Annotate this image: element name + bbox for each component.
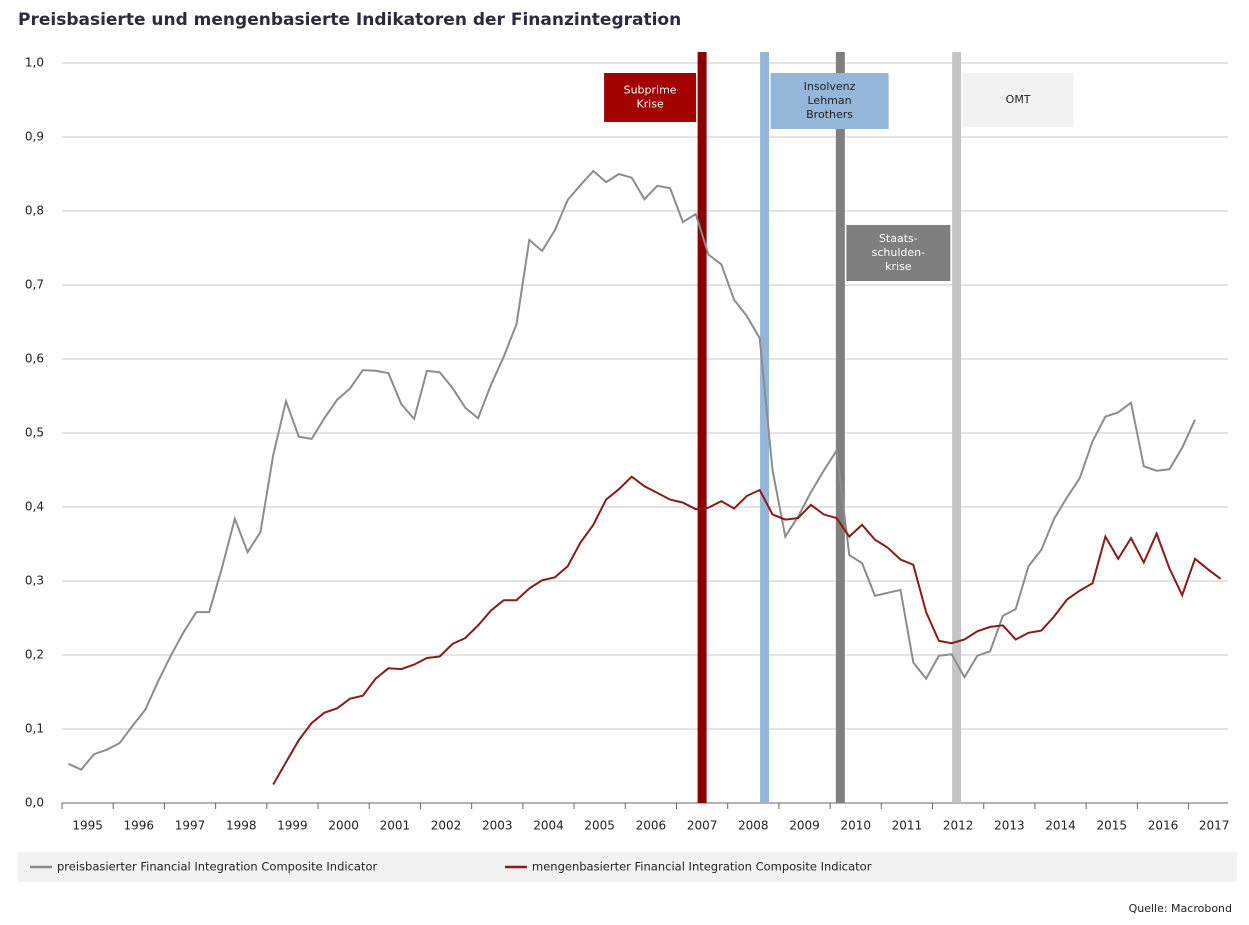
x-tick-label: 2013 bbox=[994, 819, 1025, 833]
x-tick-label: 2005 bbox=[584, 819, 615, 833]
event-label: Krise bbox=[636, 98, 664, 111]
event-label: schulden- bbox=[872, 246, 926, 259]
x-tick-label: 2012 bbox=[943, 819, 974, 833]
event-label: Staats- bbox=[879, 232, 918, 245]
event-label: Lehman bbox=[808, 94, 852, 107]
y-tick-label: 0,3 bbox=[25, 574, 44, 588]
x-tick-label: 2011 bbox=[892, 819, 923, 833]
x-tick-label: 2016 bbox=[1148, 819, 1179, 833]
x-tick-label: 1997 bbox=[175, 819, 206, 833]
y-tick-label: 1,0 bbox=[25, 56, 44, 70]
x-tick-label: 2001 bbox=[380, 819, 411, 833]
x-tick-label: 1996 bbox=[124, 819, 155, 833]
event-box bbox=[770, 73, 889, 129]
y-tick-label: 0,0 bbox=[25, 796, 44, 810]
chart-title: Preisbasierte und mengenbasierte Indikat… bbox=[18, 10, 681, 30]
event-label: Subprime bbox=[624, 84, 677, 97]
event-label: krise bbox=[885, 260, 912, 273]
series-line bbox=[272, 475, 1222, 785]
y-tick-label: 0,4 bbox=[25, 500, 44, 514]
event-label: Brothers bbox=[806, 108, 853, 121]
y-tick-label: 0,7 bbox=[25, 278, 44, 292]
event-box bbox=[604, 73, 697, 122]
series-line bbox=[67, 169, 1196, 771]
y-tick-label: 0,9 bbox=[25, 130, 44, 144]
x-tick-label: 2003 bbox=[482, 819, 513, 833]
x-tick-label: 1998 bbox=[226, 819, 257, 833]
event-label: Insolvenz bbox=[804, 80, 856, 93]
source: Quelle: Macrobond bbox=[1129, 902, 1232, 915]
x-tick-label: 2017 bbox=[1199, 819, 1230, 833]
x-tick-label: 2000 bbox=[328, 819, 359, 833]
legend-label: preisbasierter Financial Integration Com… bbox=[57, 860, 377, 874]
x-tick-label: 2010 bbox=[840, 819, 871, 833]
x-tick-label: 2007 bbox=[687, 819, 718, 833]
y-tick-label: 0,8 bbox=[25, 204, 44, 218]
x-tick-label: 1999 bbox=[277, 819, 308, 833]
x-tick-label: 2008 bbox=[738, 819, 769, 833]
x-tick-label: 2002 bbox=[431, 819, 462, 833]
x-tick-label: 2004 bbox=[533, 819, 564, 833]
y-tick-label: 0,2 bbox=[25, 648, 44, 662]
y-tick-label: 0,6 bbox=[25, 352, 44, 366]
x-tick-label: 2006 bbox=[636, 819, 667, 833]
x-tick-label: 2015 bbox=[1096, 819, 1127, 833]
x-tick-label: 1995 bbox=[72, 819, 103, 833]
y-tick-label: 0,5 bbox=[25, 426, 44, 440]
event-label: OMT bbox=[1006, 93, 1031, 106]
x-tick-label: 2009 bbox=[789, 819, 820, 833]
event-box bbox=[846, 225, 951, 281]
y-tick-label: 0,1 bbox=[25, 722, 44, 736]
event-box bbox=[962, 73, 1074, 127]
legend-background bbox=[18, 852, 1237, 882]
legend-label: mengenbasierter Financial Integration Co… bbox=[532, 860, 872, 874]
x-tick-label: 2014 bbox=[1045, 819, 1076, 833]
